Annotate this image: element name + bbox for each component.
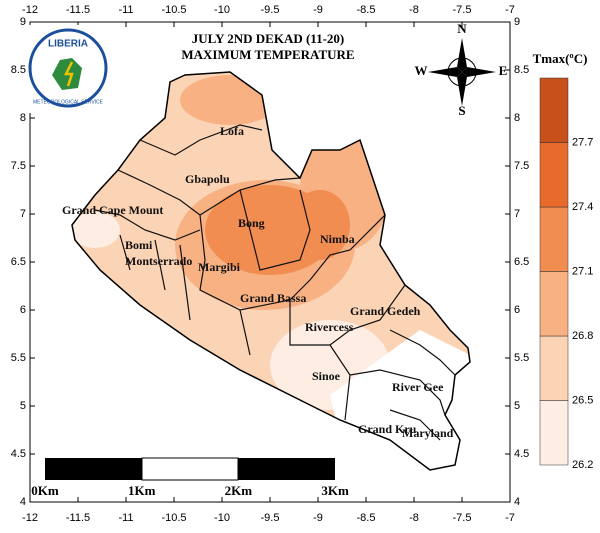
x-tick-label: -7	[505, 4, 515, 16]
county-labels: Lofa Gbapolu Grand Cape Mount Bong Nimba Bomi…	[62, 124, 454, 440]
y-tick-label: 6	[514, 304, 520, 316]
x-tick-label: -7.5	[453, 512, 472, 524]
x-tick-label: -11	[118, 512, 133, 524]
x-tick-label: -8	[409, 4, 419, 16]
scale-label: 0Km	[31, 483, 59, 498]
legend-swatch	[539, 206, 569, 272]
y-tick-label: 8	[514, 112, 520, 124]
legend-tick-label: 26.5	[572, 394, 593, 406]
x-tick-label: -7	[505, 512, 515, 524]
x-tick-label: -12	[22, 512, 38, 524]
y-tick-label: 8	[20, 112, 26, 124]
y-tick-label: 7.5	[514, 160, 529, 172]
scale-labels: 0Km 1Km 2Km 3Km	[31, 483, 349, 498]
y-tick-label: 7	[514, 208, 520, 220]
compass-letter: S	[458, 103, 465, 118]
compass-rose: N E S W	[415, 21, 508, 118]
y-tick-label: 5.5	[514, 352, 529, 364]
x-tick-label: -11.5	[66, 4, 90, 16]
y-tick-label: 8.5	[11, 64, 26, 76]
legend-tick-label: 27.1	[572, 265, 593, 277]
legend-tick-label: 26.8	[572, 330, 593, 342]
legend: 26.2 26.5 26.8 27.1 27.4 27.7	[539, 77, 593, 471]
x-tick-label: -11	[118, 4, 133, 16]
y-tick-label: 5.5	[11, 352, 26, 364]
legend-swatch	[539, 142, 569, 208]
x-tick-label: -10	[214, 512, 230, 524]
y-tick-label: 6	[20, 304, 26, 316]
x-tick-label: -7.5	[453, 4, 472, 16]
temperature-field	[72, 72, 470, 470]
county-label: Grand Gedeh	[350, 304, 421, 318]
scale-bar	[45, 457, 335, 481]
legend-tick-label: 26.2	[572, 459, 593, 471]
scale-label: 3Km	[321, 483, 349, 498]
compass-letter: N	[457, 21, 467, 36]
logo-name: LIBERIA	[48, 39, 88, 50]
county-label: Sinoe	[312, 369, 341, 383]
y-tick-label: 9	[20, 16, 26, 28]
x-tick-label: -9.5	[261, 4, 280, 16]
compass-letter: W	[415, 63, 428, 78]
x-tick-label: -8.5	[357, 512, 376, 524]
county-borders	[94, 124, 456, 441]
legend-swatch	[539, 271, 569, 337]
scale-label: 1Km	[128, 483, 156, 498]
legend-title: Tmax(ºC)	[533, 51, 588, 66]
x-tick-label: -10	[214, 4, 230, 16]
y-tick-label: 6.5	[11, 256, 26, 268]
x-tick-label: -10.5	[161, 512, 186, 524]
coordinate-ticks: -12 -12 -11.5 -11.5 -11 -11 -10.5 -10.5 -10 -10 -9…	[11, 4, 530, 524]
x-tick-label: -12	[22, 4, 38, 16]
county-label: Margibi	[198, 260, 241, 274]
title: MAXIMUM TEMPERATURE	[181, 47, 354, 62]
county-label: Nimba	[320, 232, 355, 246]
county-label: Grand Bassa	[240, 291, 306, 305]
y-tick-label: 4.5	[11, 448, 26, 460]
y-tick-label: 4	[514, 496, 520, 508]
y-tick-label: 8.5	[514, 64, 529, 76]
county-label: Rivercess	[305, 320, 354, 334]
y-tick-label: 4.5	[514, 448, 529, 460]
x-tick-label: -9.5	[261, 512, 280, 524]
y-tick-label: 9	[514, 16, 520, 28]
y-tick-label: 4	[20, 496, 26, 508]
county-label: River Gee	[392, 380, 444, 394]
x-tick-label: -8.5	[357, 4, 376, 16]
title: JULY 2ND DEKAD (11-20)	[192, 31, 345, 46]
county-label: Bomi	[125, 238, 153, 252]
y-tick-label: 7	[20, 208, 26, 220]
legend-swatch	[539, 77, 569, 143]
x-tick-label: -9	[313, 4, 323, 16]
county-label: Gbapolu	[185, 172, 230, 186]
x-tick-label: -9	[313, 512, 323, 524]
county-label: Grand Kru	[358, 422, 417, 436]
legend-swatch	[539, 400, 569, 466]
county-label: Grand Cape Mount	[62, 203, 163, 217]
logo: LIBERIA METEOROLOGICAL SERVICE	[28, 25, 108, 113]
compass-letter: E	[499, 63, 508, 78]
county-label: Bong	[238, 216, 265, 230]
logo-subtitle: METEOROLOGICAL SERVICE	[33, 99, 104, 105]
y-tick-label: 5	[20, 400, 26, 412]
y-tick-label: 5	[514, 400, 520, 412]
y-tick-label: 6.5	[514, 256, 529, 268]
legend-tick-label: 27.4	[572, 201, 593, 213]
county-label: Montserrado	[125, 254, 192, 268]
legend-swatch	[539, 335, 569, 401]
county-label: Lofa	[220, 124, 244, 138]
county-label: Maryland	[402, 426, 454, 440]
y-tick-label: 7.5	[11, 160, 26, 172]
x-tick-label: -8	[409, 512, 419, 524]
legend-tick-label: 27.7	[572, 136, 593, 148]
x-tick-label: -11.5	[66, 512, 90, 524]
scale-label: 2Km	[225, 483, 253, 498]
x-tick-label: -10.5	[161, 4, 186, 16]
